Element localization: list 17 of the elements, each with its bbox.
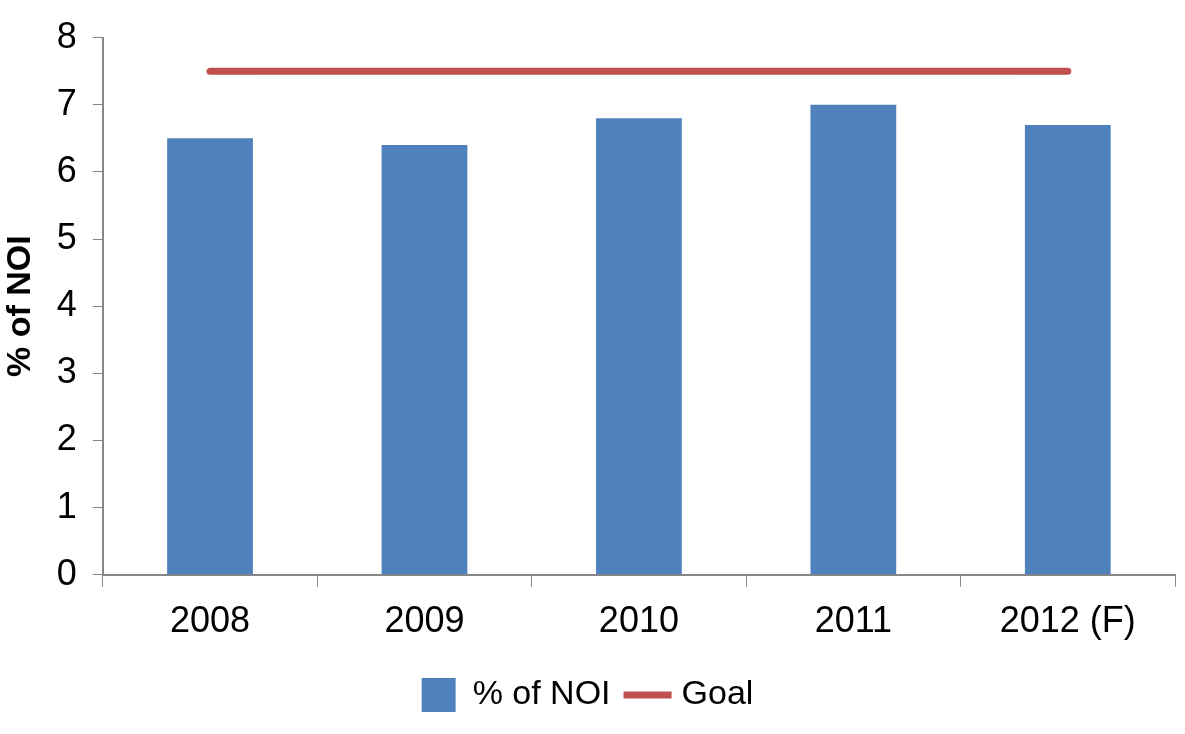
y-tick-label: 2	[56, 417, 77, 459]
y-tick-label: 1	[56, 484, 77, 526]
y-tick-label: 7	[56, 81, 77, 123]
x-tick-label: 2012 (F)	[999, 599, 1136, 641]
y-tick-label: 8	[56, 14, 77, 56]
x-tick-label: 2009	[384, 599, 465, 641]
y-tick-label: 0	[56, 551, 77, 593]
legend-label: % of NOI	[472, 673, 611, 712]
x-tick-label: 2008	[169, 599, 251, 641]
y-tick-label: 4	[56, 283, 77, 325]
y-axis-title: % of NOI	[0, 235, 37, 378]
y-tick-label: 3	[56, 350, 77, 392]
y-tick-label: 5	[56, 215, 77, 257]
y-tick-label: 6	[56, 148, 77, 190]
x-tick-label: 2010	[598, 599, 679, 641]
x-tick-label: 2011	[814, 599, 893, 641]
legend-label: Goal	[681, 673, 754, 712]
